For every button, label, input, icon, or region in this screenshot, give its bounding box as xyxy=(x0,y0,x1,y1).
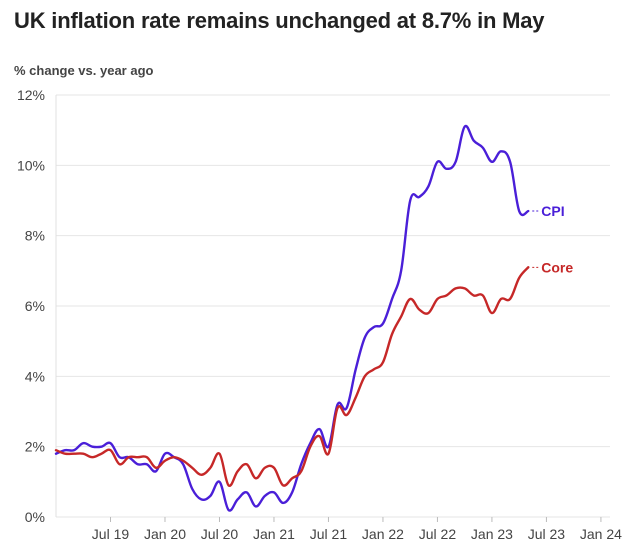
x-tick-label-6: Jul 22 xyxy=(419,526,457,542)
x-tick-label-3: Jan 21 xyxy=(253,526,295,542)
y-tick-label-3: 6% xyxy=(25,298,45,314)
x-tick-label-5: Jan 22 xyxy=(362,526,404,542)
x-tick-label-4: Jul 21 xyxy=(310,526,348,542)
series-end-labels: CPI Core xyxy=(532,203,573,275)
x-tick-label-7: Jan 23 xyxy=(471,526,513,542)
x-tick-labels: Jul 19 Jan 20 Jul 20 Jan 21 Jul 21 Jan 22 Jul … xyxy=(92,517,622,542)
x-tick-label-2: Jul 20 xyxy=(201,526,239,542)
y-tick-label-5: 10% xyxy=(17,157,45,173)
x-tick-label-9: Jan 24 xyxy=(580,526,622,542)
series-line-core xyxy=(54,266,530,488)
series-lines xyxy=(54,124,530,512)
series-label-cpi: CPI xyxy=(541,203,564,219)
x-tick-label-8: Jul 23 xyxy=(528,526,566,542)
x-tick-label-0: Jul 19 xyxy=(92,526,130,542)
y-tick-label-2: 4% xyxy=(25,368,45,384)
gridlines xyxy=(55,94,610,518)
y-tick-label-1: 2% xyxy=(25,439,45,455)
y-tick-labels: 0% 2% 4% 6% 8% 10% 12% xyxy=(17,87,45,525)
x-tick-label-1: Jan 20 xyxy=(144,526,186,542)
y-axis-label: % change vs. year ago xyxy=(14,63,154,78)
y-tick-label-0: 0% xyxy=(25,509,45,525)
y-tick-label-6: 12% xyxy=(17,87,45,103)
y-tick-label-4: 8% xyxy=(25,228,45,244)
series-line-cpi xyxy=(54,124,530,512)
chart-title: UK inflation rate remains unchanged at 8… xyxy=(14,8,545,33)
series-label-core: Core xyxy=(541,259,573,275)
